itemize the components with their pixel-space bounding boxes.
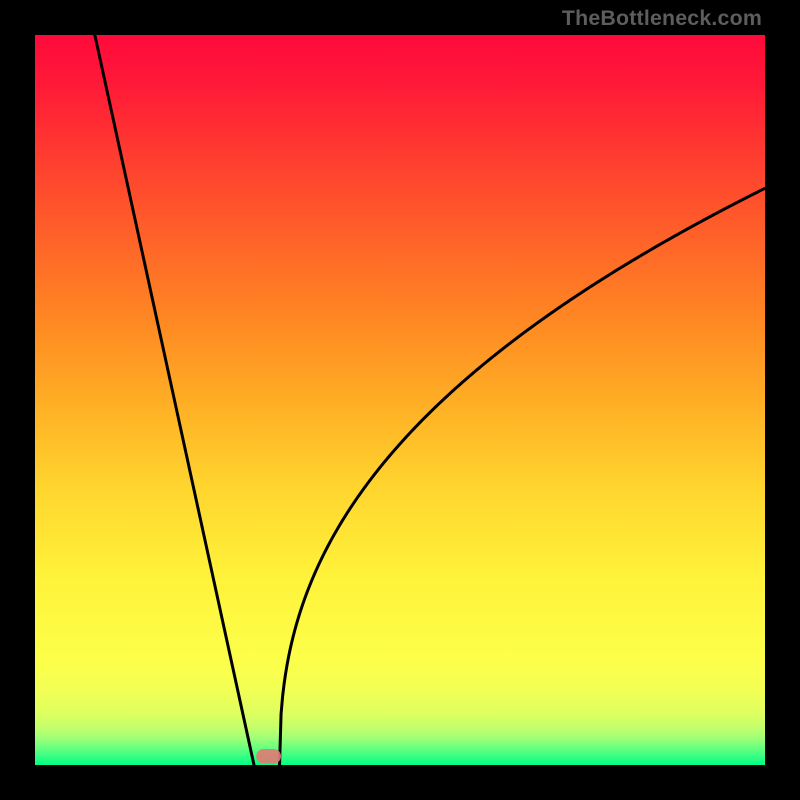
attribution-text: TheBottleneck.com (562, 6, 762, 31)
valley-marker (256, 749, 281, 764)
plot-background (35, 35, 765, 765)
bottleneck-curve-chart (35, 35, 765, 765)
